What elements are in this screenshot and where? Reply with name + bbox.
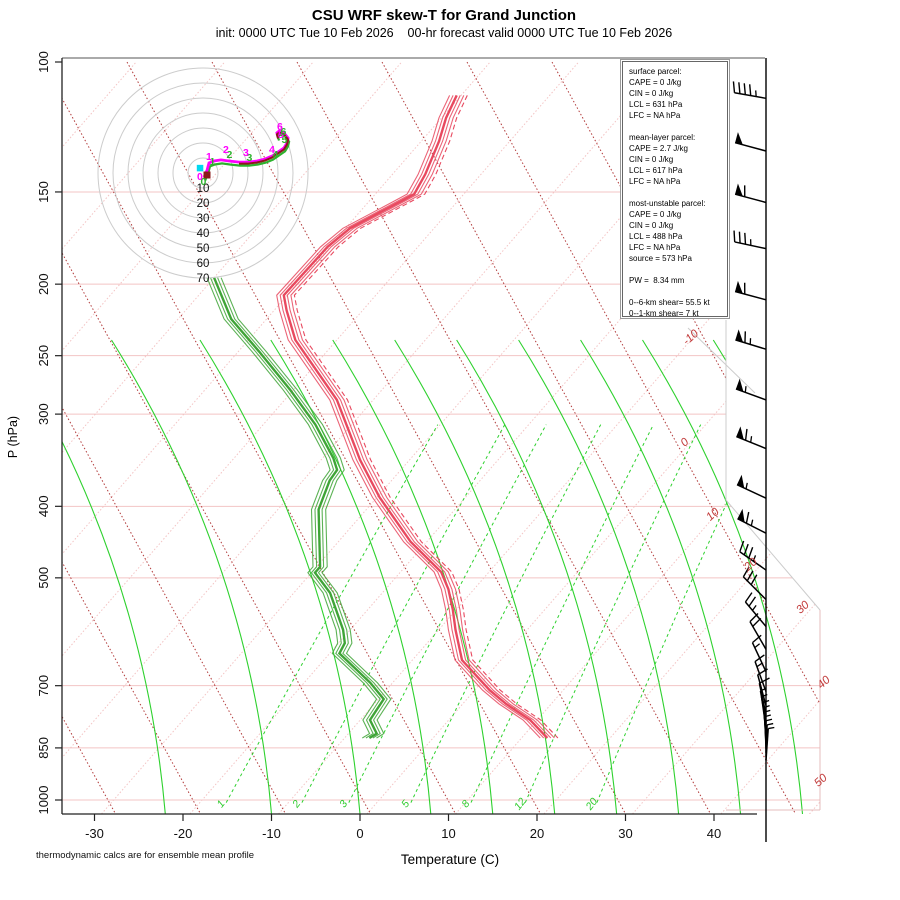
info-line: source = 573 hPa [629, 254, 692, 263]
hodograph-storm-motion-marker [203, 171, 211, 179]
info-line [629, 264, 725, 275]
parcel-info-box: surface parcel: CAPE = 0 J/kg CIN = 0 J/kg… [620, 59, 730, 319]
x-tick-label: 0 [356, 826, 363, 841]
y-tick-label: 100 [36, 51, 51, 73]
hodograph-height-label: 6 [277, 121, 283, 133]
info-line: LFC = NA hPa [629, 243, 681, 252]
hodograph-height-label: 0 [197, 171, 203, 183]
hodograph-surface-marker [196, 164, 204, 172]
info-line: CIN = 0 J/kg [629, 221, 674, 230]
y-tick-label: 700 [36, 675, 51, 697]
isotherm-label: -10 [681, 327, 702, 347]
info-line [629, 121, 725, 132]
hodograph-height-label: 3 [243, 147, 249, 159]
isotherm-label: 10 [704, 506, 722, 524]
info-line: LFC = NA hPa [629, 177, 681, 186]
info-line: surface parcel: [629, 67, 682, 76]
hodograph-trace-magenta [202, 129, 290, 178]
hodograph-height-label: 1 [206, 151, 212, 163]
info-line: most-unstable parcel: [629, 199, 706, 208]
y-tick-label: 250 [36, 345, 51, 367]
y-tick-label: 200 [36, 273, 51, 295]
y-tick-label: 400 [36, 495, 51, 517]
mixing-ratio-label: 1 [215, 798, 228, 810]
chart-title: CSU WRF skew-T for Grand Junction [311, 7, 577, 24]
hodograph-height-label-green: 5 [282, 134, 288, 146]
hodograph-ring-label: 10 [197, 183, 210, 195]
info-line: LFC = NA hPa [629, 111, 681, 120]
mixing-ratio-labels: 1 2 3 5 8 12 20 [215, 796, 601, 814]
info-line: LCL = 488 hPa [629, 232, 683, 241]
isotherm-label: 30 [794, 599, 812, 617]
temperature-trace [276, 94, 559, 739]
info-line [629, 286, 725, 297]
hodograph-trace-mean [239, 131, 290, 165]
dewpoint-trace [206, 277, 392, 740]
wind-barbs [732, 58, 775, 842]
info-line: PW = 8.34 mm [629, 276, 685, 285]
y-tick-label: 850 [36, 737, 51, 759]
info-line: CAPE = 2.7 J/kg [629, 144, 688, 153]
y-tick-label: 300 [36, 403, 51, 425]
x-tick-label: 20 [530, 826, 544, 841]
mixing-ratio-lines [225, 424, 764, 803]
info-line: CIN = 0 J/kg [629, 89, 674, 98]
hodograph-height-label-green: 6 [280, 126, 286, 138]
isotherm-label: 40 [815, 674, 833, 692]
chart-subtitle: init: 0000 UTC Tue 10 Feb 2026 00-hr for… [215, 26, 673, 40]
mixing-ratio-label: 20 [583, 796, 600, 814]
x-tick-label: -30 [85, 826, 104, 841]
hodograph-height-label-green: 4 [273, 149, 279, 161]
hodograph-height-label-green: 2 [226, 149, 232, 161]
x-tick-label: 30 [618, 826, 632, 841]
info-line: CAPE = 0 J/kg [629, 210, 682, 219]
y-tick-label: 500 [36, 567, 51, 589]
info-line: 0--1-km shear= 7 kt [629, 309, 699, 317]
y-axis-title: P (hPa) [6, 416, 20, 458]
hodograph-ring-label: 20 [197, 198, 210, 210]
info-line [629, 187, 725, 198]
hodograph-height-label: 5 [278, 129, 284, 141]
x-tick-label: -10 [262, 826, 281, 841]
mixing-ratio-label: 12 [512, 796, 529, 813]
hodograph-ring-label: 60 [197, 258, 210, 270]
y-tick-label: 1000 [36, 786, 51, 815]
x-axis-title: Temperature (C) [401, 852, 499, 867]
x-tick-label: -20 [174, 826, 193, 841]
y-tick-label: 150 [36, 181, 51, 203]
info-line: LCL = 617 hPa [629, 166, 683, 175]
hodograph-ring-label: 40 [197, 228, 210, 240]
x-axis: -30 -20 -10 0 10 20 30 40 [62, 813, 757, 841]
isotherm-label: 20 [741, 556, 760, 575]
isotherm-label: 50 [812, 772, 830, 790]
x-tick-label: 10 [441, 826, 455, 841]
hodograph-ring-label: 50 [197, 243, 210, 255]
info-line: CIN = 0 J/kg [629, 155, 674, 164]
y-axis: 100 150 200 250 300 400 500 700 850 1000 [36, 51, 63, 815]
hodograph-ring-label: 70 [197, 273, 210, 285]
hodograph-height-label: 4 [269, 144, 275, 156]
hodograph-height-label: 2 [223, 144, 229, 156]
grid-layer [62, 61, 820, 814]
info-line: mean-layer parcel: [629, 133, 696, 142]
info-line: CAPE = 0 J/kg [629, 78, 682, 87]
hodograph-ring-label: 30 [197, 213, 210, 225]
hodograph-height-label-green: 1 [210, 156, 216, 168]
x-tick-label: 40 [707, 826, 721, 841]
footer-note: thermodynamic calcs are for ensemble mea… [36, 850, 255, 861]
hodograph-height-label-green: 0 [201, 176, 207, 188]
info-line: LCL = 631 hPa [629, 100, 683, 109]
info-line: 0--6-km shear= 55.5 kt [629, 298, 710, 307]
hodograph-height-label-green: 3 [247, 152, 253, 164]
parcel-info-lines: surface parcel: CAPE = 0 J/kg CIN = 0 J/kg… [622, 61, 728, 317]
